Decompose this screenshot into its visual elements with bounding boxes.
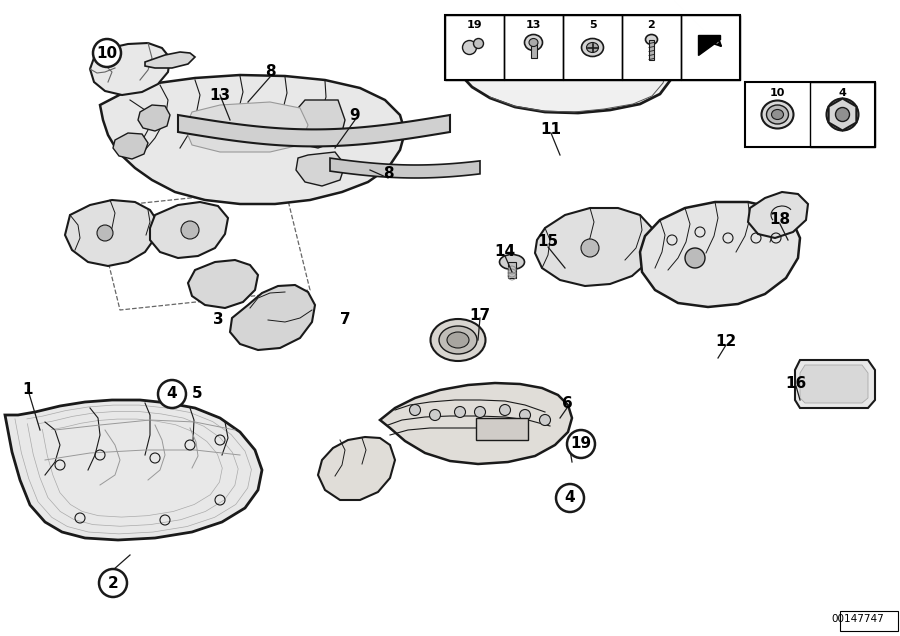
Polygon shape bbox=[829, 99, 857, 130]
Circle shape bbox=[454, 406, 465, 417]
Circle shape bbox=[181, 221, 199, 239]
Circle shape bbox=[500, 404, 510, 415]
Polygon shape bbox=[90, 43, 170, 95]
Text: 10: 10 bbox=[96, 46, 118, 60]
Text: 9: 9 bbox=[350, 107, 360, 123]
Circle shape bbox=[429, 410, 440, 420]
Text: 11: 11 bbox=[541, 123, 562, 137]
Text: 1: 1 bbox=[22, 382, 33, 398]
Ellipse shape bbox=[761, 100, 794, 128]
Circle shape bbox=[99, 569, 127, 597]
Polygon shape bbox=[800, 365, 868, 403]
Polygon shape bbox=[290, 100, 345, 148]
Ellipse shape bbox=[645, 34, 658, 45]
Circle shape bbox=[685, 248, 705, 268]
Ellipse shape bbox=[587, 43, 599, 53]
Circle shape bbox=[410, 404, 420, 415]
Circle shape bbox=[93, 39, 121, 67]
Circle shape bbox=[539, 415, 551, 425]
Bar bbox=[445, 15, 740, 80]
Text: 4: 4 bbox=[564, 490, 575, 506]
Bar bbox=[445, 15, 504, 80]
Bar bbox=[508, 262, 516, 278]
Bar bbox=[810, 82, 875, 147]
Bar bbox=[504, 15, 563, 80]
Text: 15: 15 bbox=[537, 235, 559, 249]
Text: 3: 3 bbox=[212, 312, 223, 328]
Circle shape bbox=[97, 225, 113, 241]
Text: 2: 2 bbox=[648, 20, 655, 30]
Text: 19: 19 bbox=[571, 436, 591, 452]
Ellipse shape bbox=[439, 326, 477, 354]
Circle shape bbox=[567, 430, 595, 458]
Text: 2: 2 bbox=[108, 576, 119, 590]
Text: 18: 18 bbox=[770, 212, 790, 228]
Text: 5: 5 bbox=[192, 387, 202, 401]
Polygon shape bbox=[65, 200, 158, 266]
Polygon shape bbox=[5, 400, 262, 540]
Ellipse shape bbox=[771, 109, 784, 120]
Ellipse shape bbox=[430, 319, 485, 361]
Ellipse shape bbox=[767, 105, 788, 124]
Bar bbox=[563, 15, 622, 80]
Polygon shape bbox=[138, 105, 170, 131]
Circle shape bbox=[826, 99, 859, 130]
Text: 00147747: 00147747 bbox=[832, 614, 884, 624]
Text: 4: 4 bbox=[839, 88, 846, 98]
Text: 16: 16 bbox=[786, 375, 806, 391]
Bar bbox=[476, 418, 528, 440]
Polygon shape bbox=[698, 36, 721, 55]
Polygon shape bbox=[795, 360, 875, 408]
Polygon shape bbox=[380, 383, 572, 464]
Ellipse shape bbox=[447, 332, 469, 348]
Polygon shape bbox=[113, 133, 148, 159]
Bar bbox=[681, 15, 740, 80]
Polygon shape bbox=[318, 437, 395, 500]
Polygon shape bbox=[460, 28, 676, 113]
Bar bbox=[649, 39, 654, 60]
Text: 13: 13 bbox=[210, 88, 230, 102]
Circle shape bbox=[835, 107, 850, 121]
Text: 4: 4 bbox=[166, 387, 177, 401]
Polygon shape bbox=[748, 192, 808, 238]
Polygon shape bbox=[230, 285, 315, 350]
Polygon shape bbox=[535, 208, 655, 286]
Text: 10: 10 bbox=[770, 88, 785, 98]
Circle shape bbox=[581, 239, 599, 257]
Circle shape bbox=[463, 41, 476, 55]
Ellipse shape bbox=[525, 34, 543, 50]
Text: 14: 14 bbox=[494, 244, 516, 259]
Ellipse shape bbox=[500, 254, 525, 270]
Circle shape bbox=[556, 484, 584, 512]
Text: 19: 19 bbox=[467, 20, 482, 30]
Ellipse shape bbox=[529, 39, 538, 46]
Circle shape bbox=[473, 39, 483, 48]
Text: 8: 8 bbox=[382, 165, 393, 181]
Bar bbox=[530, 43, 536, 57]
Circle shape bbox=[474, 406, 485, 417]
Ellipse shape bbox=[581, 39, 604, 57]
Text: 13: 13 bbox=[526, 20, 541, 30]
Circle shape bbox=[158, 380, 186, 408]
Text: 8: 8 bbox=[265, 64, 275, 80]
Polygon shape bbox=[145, 52, 195, 68]
Polygon shape bbox=[185, 102, 308, 152]
Polygon shape bbox=[178, 115, 450, 146]
Circle shape bbox=[519, 410, 530, 420]
Polygon shape bbox=[100, 75, 405, 204]
Text: 17: 17 bbox=[470, 307, 490, 322]
Bar bbox=[840, 611, 898, 631]
Polygon shape bbox=[296, 152, 345, 186]
Bar bbox=[745, 82, 875, 147]
Polygon shape bbox=[150, 202, 228, 258]
Text: 12: 12 bbox=[716, 335, 736, 350]
Text: 6: 6 bbox=[562, 396, 572, 411]
Polygon shape bbox=[188, 260, 258, 308]
Polygon shape bbox=[640, 202, 800, 307]
Bar bbox=[622, 15, 681, 80]
Polygon shape bbox=[330, 158, 480, 178]
Text: 7: 7 bbox=[339, 312, 350, 328]
Text: 5: 5 bbox=[589, 20, 597, 30]
